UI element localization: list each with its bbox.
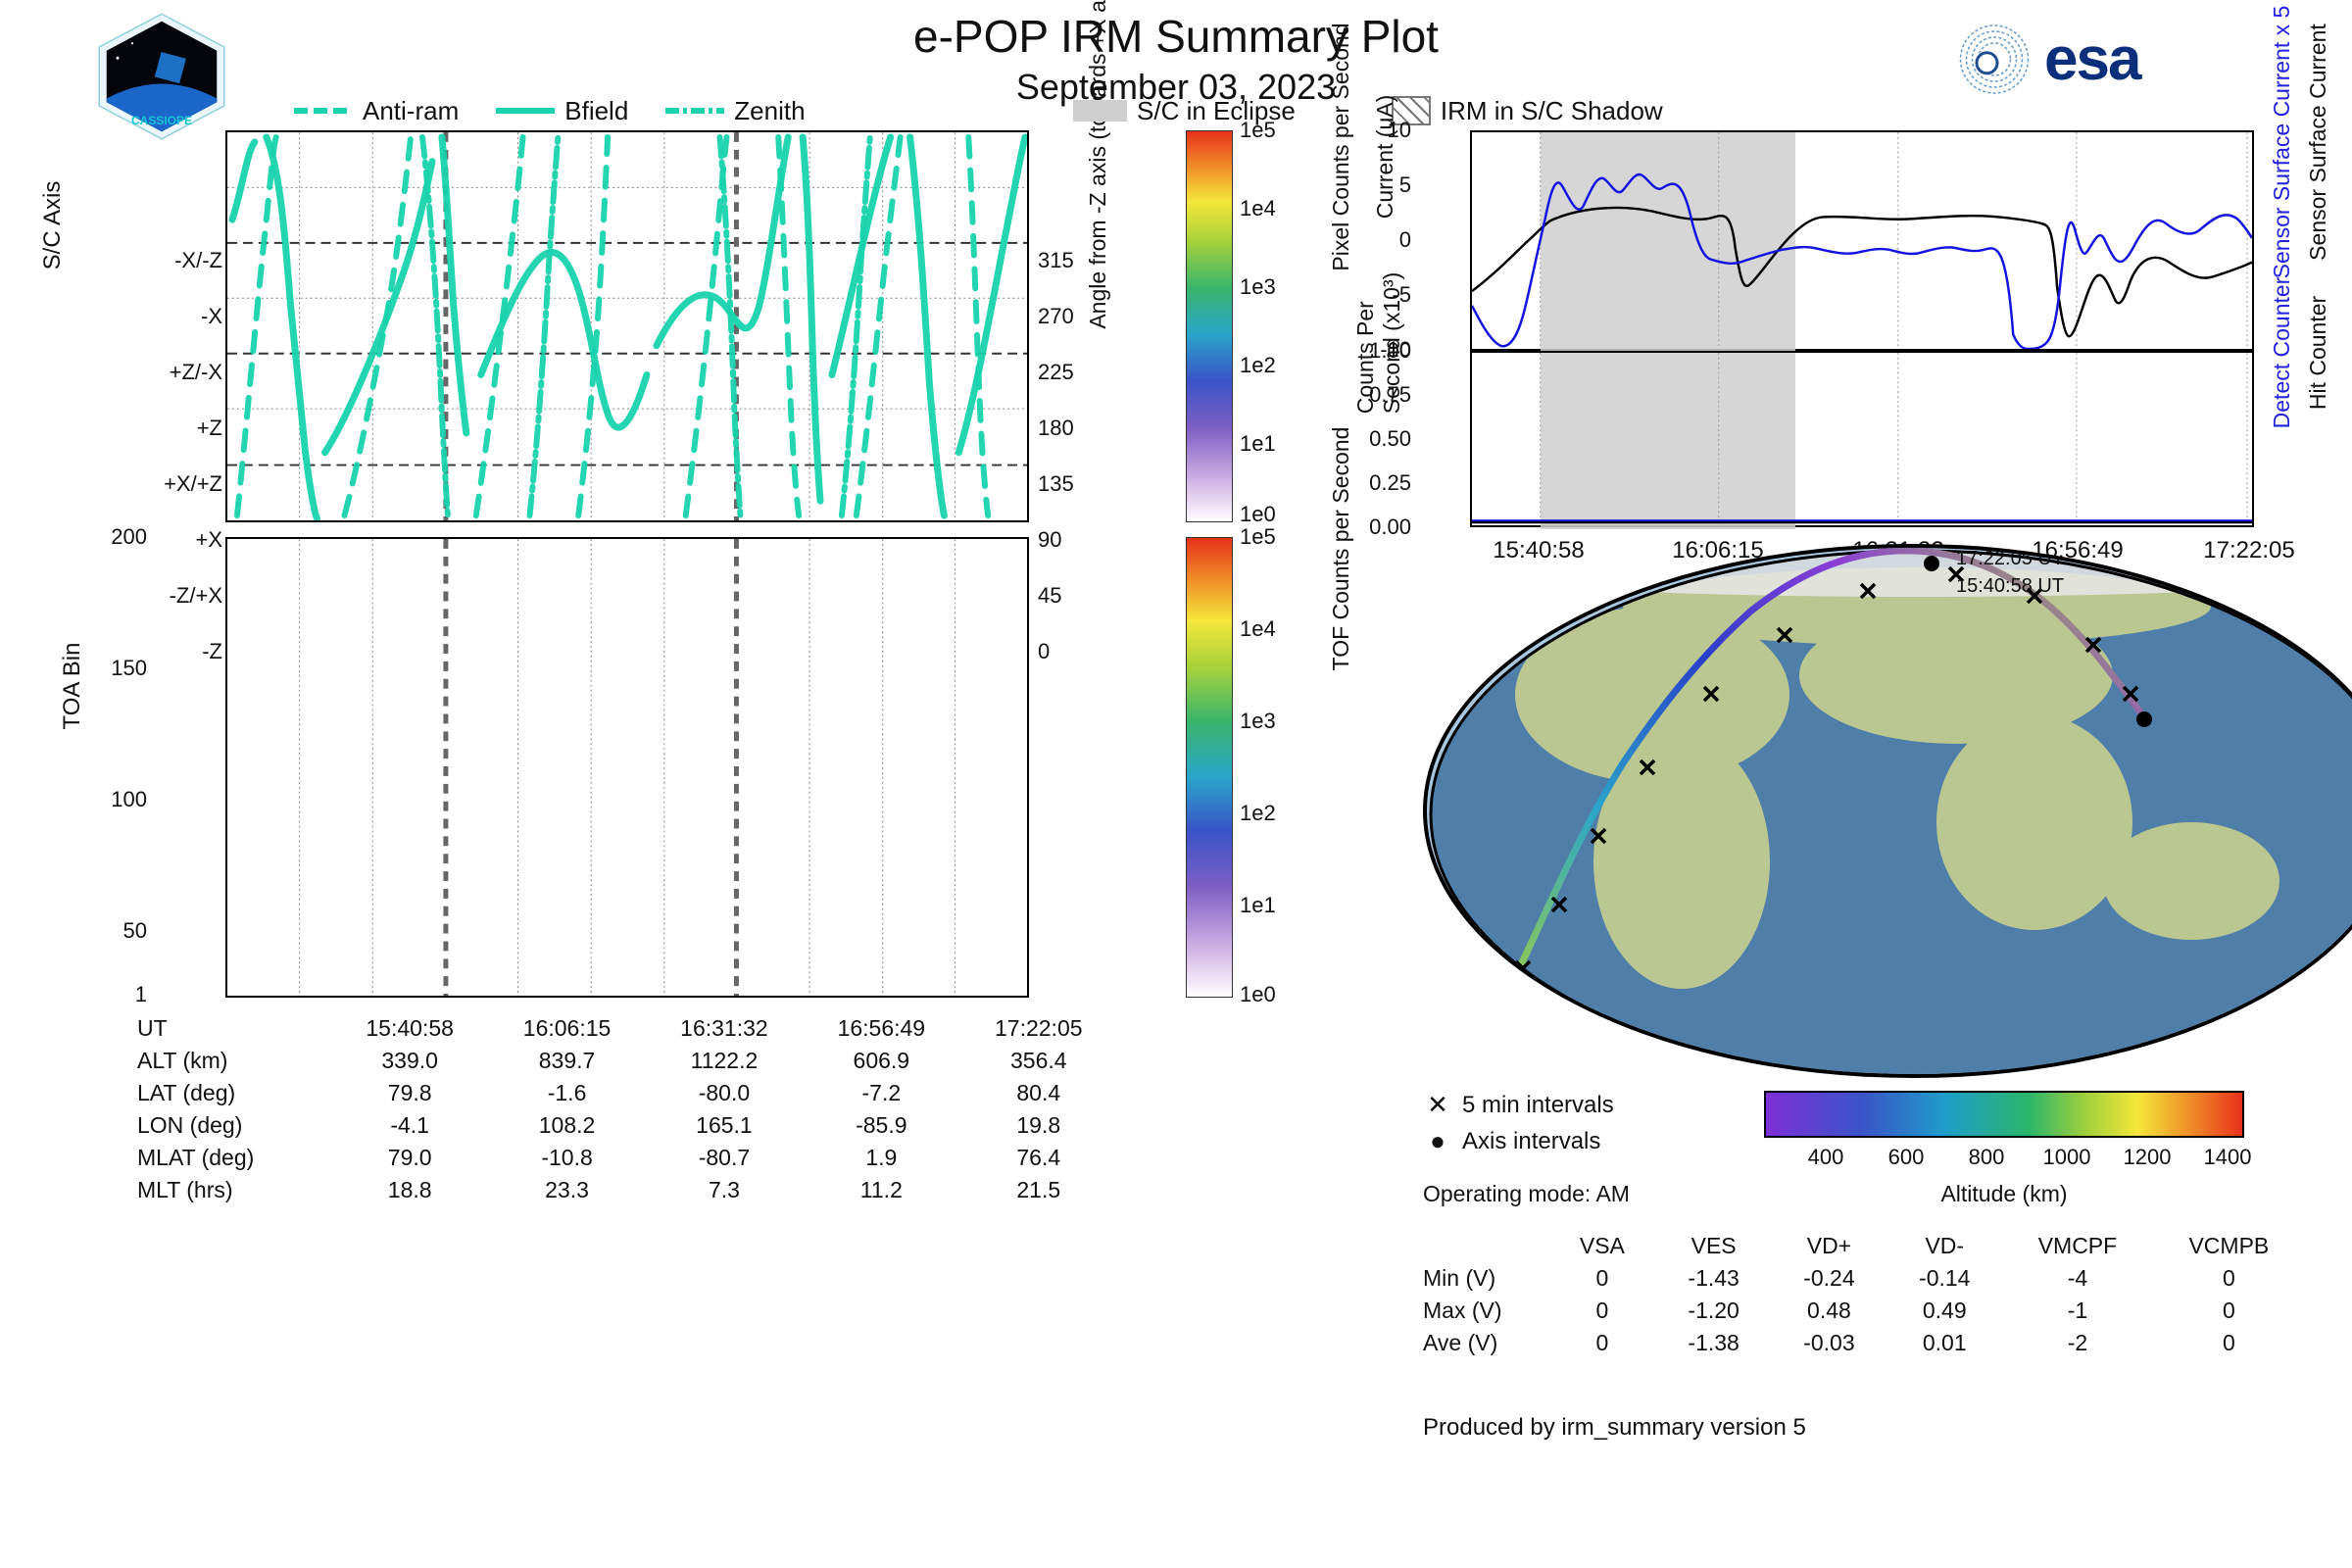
orbit-interval-mark: ✕ [1588,822,1609,853]
current-right-title: Sensor Surface Current [2305,24,2331,261]
map-legend-row-dot: ● Axis intervals [1423,1126,1614,1156]
tof-counts-colorbar-title: TOF Counts per Second [1328,328,1354,769]
orbit-data-table: UT 15:40:58 16:06:15 16:31:32 16:56:49 1… [137,1012,1117,1206]
counter-y-title: Counts Per Second (x10³) [1352,272,1405,414]
legend-item-shadow: IRM in S/C Shadow [1392,96,1663,126]
bfield-line-swatch [496,108,555,114]
voltage-table: VSA VES VD+ VD- VMCPF VCMPB Min (V) 0 -1… [1423,1230,2305,1359]
eclipse-swatch [1073,100,1127,122]
sc-axis-angle-plot [225,130,1029,522]
esa-text-logo: esa [2044,24,2139,94]
table-row-ut: UT 15:40:58 16:06:15 16:31:32 16:56:49 1… [137,1012,1117,1045]
legend-item-bfield: Bfield [496,96,628,126]
orbit-interval-mark: ✕ [1512,955,1534,985]
current-plot-legend: S/C in Eclipse IRM in S/C Shadow [1073,96,2053,125]
voltage-row-ave: Ave (V) 0 -1.38 -0.03 0.01 -2 0 [1423,1327,2305,1359]
operating-mode-label: Operating mode: AM [1423,1181,1630,1207]
voltage-row-min: Min (V) 0 -1.43 -0.24 -0.14 -4 0 [1423,1262,2305,1295]
voltage-row-max: Max (V) 0 -1.20 0.48 0.49 -1 0 [1423,1295,2305,1327]
legend-item-eclipse: S/C in Eclipse [1073,96,1296,126]
orbit-axis-dot-end [2136,711,2152,727]
table-row-lon: LON (deg) -4.1 108.2 165.1 -85.9 19.8 [137,1109,1117,1142]
irm-summary-plot: { "header": { "title_line1": "e-POP IRM … [0,0,2352,1568]
table-row-mlat: MLAT (deg) 79.0 -10.8 -80.7 1.9 76.4 [137,1142,1117,1174]
map-ellipse-frame: ✕ ✕ ✕ ✕ ✕ ✕ ✕ ✕ ✕ ✕ ✕ ✕ 17:22:05 UT 15:4… [1423,544,2352,1078]
toa-bin-y-title: TOA Bin [59,643,86,730]
orbit-end-time-label: 17:22:05 UT [1956,548,2064,570]
zenith-line-swatch [665,108,724,114]
orbit-interval-mark: ✕ [1637,754,1658,784]
toa-bin-plot [225,537,1029,998]
table-row-alt: ALT (km) 339.0 839.7 1122.2 606.9 356.4 [137,1045,1117,1077]
legend-item-zenith: Zenith [665,96,805,126]
mission-patch-text: CASSIOPE [131,114,192,127]
counter-right-title-hit: Hit Counter [2305,296,2331,410]
orbit-interval-mark: ✕ [2082,631,2104,662]
altitude-colorbar-title: Altitude (km) [1764,1181,2244,1207]
orbit-interval-mark: ✕ [1548,891,1570,921]
orbit-axis-dot-mid [1924,556,1939,571]
tof-counts-colorbar [1186,537,1233,998]
orbit-axis-dot-start [1488,1010,1503,1026]
pixel-counts-colorbar [1186,130,1233,522]
antiram-line-swatch [294,108,353,114]
legend-item-antiram: Anti-ram [294,96,459,126]
counter-right-title-detect: Detect Counter [2269,277,2295,429]
orbit-track-map: ✕ ✕ ✕ ✕ ✕ ✕ ✕ ✕ ✕ ✕ ✕ ✕ 17:22:05 UT 15:4… [1423,544,2352,1078]
current-right-title-x5: Sensor Surface Current x 5 [2269,6,2295,279]
current-y-title: Current (uA) [1372,95,1398,220]
sc-axis-y-tick-labels: -X/-Z -X +Z/-X +Z +X/+Z +X -Z/+X -Z [93,130,230,522]
altitude-colorbar [1764,1091,2244,1138]
sc-axis-right-title: Angle from -Z axis (towards +X axis) [1085,0,1111,343]
table-row-mlt: MLT (hrs) 18.8 23.3 7.3 11.2 21.5 [137,1174,1117,1206]
sensor-current-plot [1470,130,2254,351]
detect-counter-plot [1470,351,2254,527]
orbit-interval-mark: ✕ [1700,680,1722,710]
sc-axis-y-title: S/C Axis [39,181,67,270]
axis-plot-legend: Anti-ram Bfield Zenith [294,96,931,125]
map-legend: ✕ 5 min intervals ● Axis intervals [1423,1090,1614,1162]
voltage-header-row: VSA VES VD+ VD- VMCPF VCMPB [1423,1230,2305,1262]
esa-logo: esa [1950,15,2264,103]
orbit-interval-mark: ✕ [1857,577,1879,608]
table-row-lat: LAT (deg) 79.8 -1.6 -80.0 -7.2 80.4 [137,1077,1117,1109]
map-legend-row-crosses: ✕ 5 min intervals [1423,1090,1614,1120]
pixel-counts-colorbar-title: Pixel Counts per Second [1328,0,1354,343]
footer-credit: Produced by irm_summary version 5 [1423,1414,1806,1442]
orbit-interval-mark: ✕ [2120,680,2141,710]
orbit-start-time-label: 15:40:58 UT [1956,575,2064,598]
orbit-interval-mark: ✕ [1774,621,1795,652]
